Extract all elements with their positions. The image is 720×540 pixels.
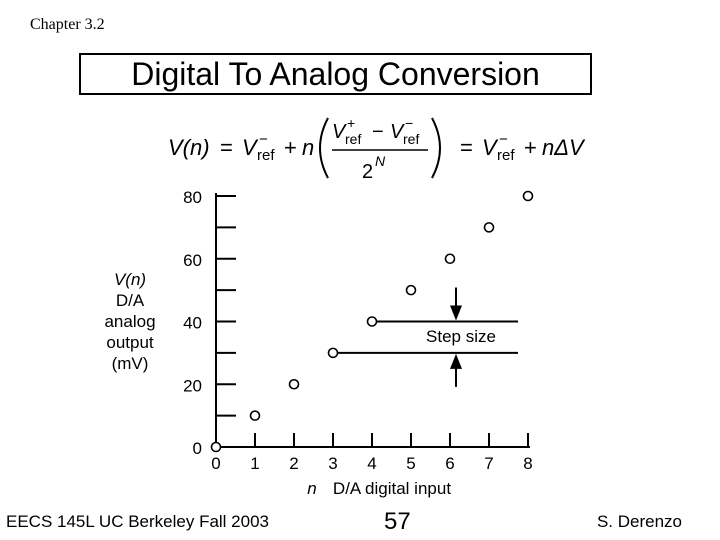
y-tick-label: 40 [183, 314, 202, 333]
x-axis-label: D/A digital input [333, 479, 451, 498]
footer-author: S. Derenzo [596, 512, 682, 531]
chart-ticks: 0 20 40 60 80 0 1 2 3 4 5 6 7 8 [183, 188, 533, 473]
formula-vref-1-sup: − [259, 131, 268, 148]
y-tick-label: 60 [183, 251, 202, 270]
formula-plus-2: + [524, 135, 537, 160]
x-tick-label: 2 [289, 454, 298, 473]
data-point [444, 253, 456, 265]
data-point [483, 222, 495, 233]
formula-plus-1: + [284, 135, 297, 160]
formula-right-paren [431, 117, 441, 179]
x-tick-label: 8 [523, 454, 532, 473]
formula-equals-2: = [460, 135, 473, 160]
x-tick-label: 7 [484, 454, 493, 473]
y-axis-label-line: D/A [116, 291, 145, 310]
formula-two: 2 [362, 161, 373, 183]
data-point [249, 410, 261, 421]
formula-vref-num-plus-sup: + [347, 115, 355, 131]
footer-page-number: 57 [384, 508, 411, 535]
formula-v-n: V(n) [168, 135, 210, 160]
chart-points [210, 190, 534, 453]
x-tick-label: 3 [328, 454, 337, 473]
formula-svg: V(n) = V ref − + n V ref + − V ref − 2 N… [168, 115, 586, 183]
formula-vref-1-sub: ref [257, 147, 275, 164]
y-tick-label: 20 [183, 376, 202, 395]
formula-vref-2-sup: − [499, 131, 508, 148]
step-size-label: Step size [426, 327, 496, 346]
chart-labels: V(n) D/A analog output (mV) n D/A digital inpu… [104, 270, 451, 498]
x-tick-label: 0 [211, 454, 220, 473]
formula-num-minus: − [372, 121, 384, 143]
step-arrow-down-head [450, 305, 462, 321]
data-point [327, 347, 339, 359]
x-tick-label: 1 [250, 454, 259, 473]
data-point [210, 441, 222, 453]
data-point [522, 190, 534, 202]
formula-vref-num-plus: V [332, 121, 347, 143]
step-size-annotation: Step size [338, 287, 518, 387]
formula-vref-num-minus-sub: ref [403, 131, 419, 147]
formula-left-paren [319, 117, 329, 179]
formula-n-1: n [302, 135, 314, 160]
chapter-label: Chapter 3.2 [30, 16, 105, 33]
y-axis-label: V(n) D/A analog output (mV) [104, 270, 155, 373]
y-axis-label-line: V(n) [114, 270, 146, 289]
y-tick-label: 0 [193, 439, 202, 458]
formula-n-delta-v: nΔV [542, 135, 586, 160]
y-axis-label-line: output [106, 333, 154, 352]
step-label-bg [416, 325, 504, 348]
dac-chart-svg: 0 20 40 60 80 0 1 2 3 4 5 6 7 8 Step size V(n) D/A anal… [104, 188, 534, 498]
formula-equals-1: = [220, 135, 233, 160]
x-tick-label: 5 [406, 454, 415, 473]
formula-N: N [375, 153, 386, 169]
formula-vref-1: V [242, 135, 259, 160]
dac-chart: 0 20 40 60 80 0 1 2 3 4 5 6 7 8 Step size V(n) D/A anal… [0, 180, 720, 500]
x-axis-label-var: n [307, 479, 316, 498]
step-arrow-up-head [450, 353, 462, 369]
x-tick-label: 4 [367, 454, 376, 473]
formula-vref-num-plus-sub: ref [345, 131, 361, 147]
formula-vref-2: V [482, 135, 499, 160]
formula-vref-num-minus-sup: − [405, 115, 413, 131]
formula-vref-2-sub: ref [497, 147, 515, 164]
data-point [288, 378, 300, 390]
slide-title-text: Digital To Analog Conversion [131, 55, 540, 92]
footer-course: EECS 145L UC Berkeley Fall 2003 [6, 512, 270, 531]
y-axis-label-line: analog [104, 312, 155, 331]
formula-vref-num-minus: V [390, 121, 405, 143]
x-tick-label: 6 [445, 454, 454, 473]
data-point [366, 316, 378, 327]
slide-title: Digital To Analog Conversion [79, 53, 592, 95]
dac-formula: V(n) = V ref − + n V ref + − V ref − 2 N… [160, 110, 590, 185]
data-point [405, 284, 417, 296]
y-axis-label-line: (mV) [112, 354, 149, 373]
y-tick-label: 80 [183, 188, 202, 207]
